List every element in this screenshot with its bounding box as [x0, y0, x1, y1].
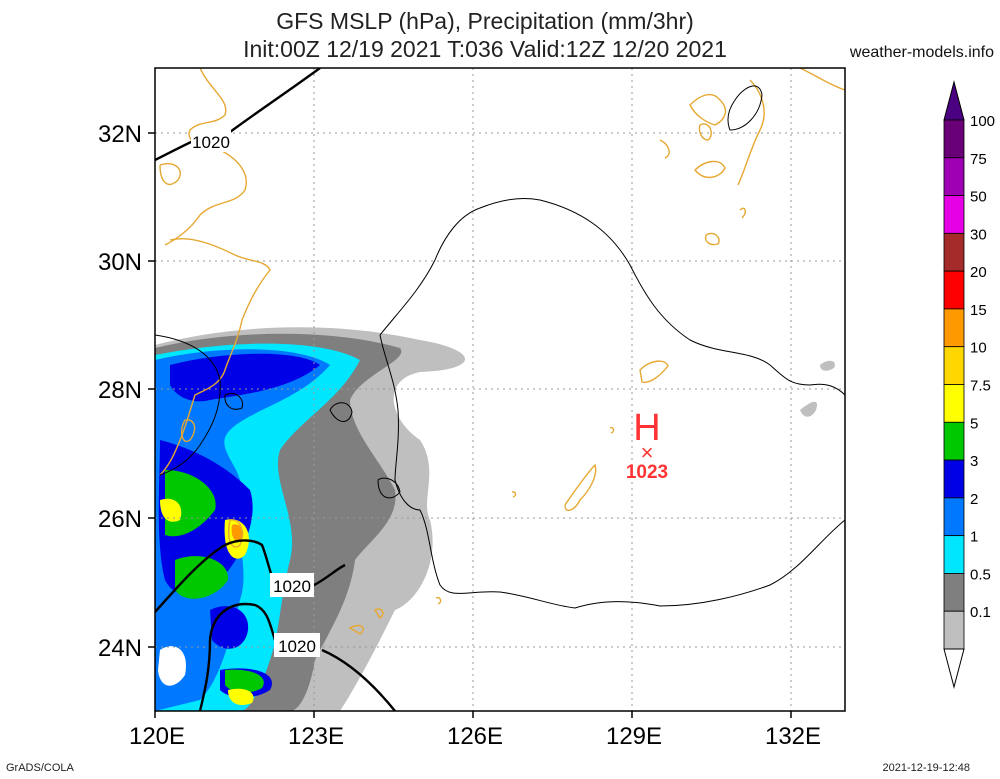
- lon-tick-label: 123E: [288, 723, 344, 750]
- lat-tick-label: 32N: [98, 121, 142, 148]
- precip-10: [231, 524, 244, 542]
- lat-tick-label: 24N: [98, 635, 142, 662]
- legend-top-arrow: [943, 80, 965, 121]
- lon-tick-label: 132E: [765, 723, 821, 750]
- isobar-label-3: 1020: [278, 637, 316, 656]
- legend-label: 10: [970, 340, 987, 357]
- lat-tick-label: 30N: [98, 249, 142, 276]
- precip-0.1c: [820, 360, 835, 371]
- legend-swatch: [943, 195, 965, 234]
- precip-legend: 100 75 50 30 20 15 10 7.5 5 3 2 1 0.5 0.1: [943, 80, 995, 689]
- legend-swatch: [943, 535, 965, 574]
- legend-label: 1: [970, 529, 978, 546]
- legend-label: 75: [970, 151, 987, 168]
- coastlines: [159, 68, 845, 635]
- isobar-label-group: 1020 1020 1020: [191, 130, 320, 657]
- grid-lines: [155, 68, 845, 711]
- precip-5b: [175, 556, 229, 599]
- high-marker: ×: [641, 440, 654, 465]
- legend-swatch: [943, 308, 965, 348]
- legend-label: 100: [970, 113, 995, 130]
- legend-label: 5: [970, 415, 978, 432]
- map-title: GFS MSLP (hPa), Precipitation (mm/3hr): [276, 8, 694, 34]
- footer-software: GrADS/COLA: [6, 762, 74, 774]
- legend-swatch: [943, 232, 965, 272]
- isobar-label-1: 1020: [192, 133, 230, 152]
- high-value: 1023: [626, 462, 668, 483]
- legend-swatch: [943, 421, 965, 461]
- legend-swatch: [943, 384, 965, 423]
- legend-swatch: [943, 346, 965, 385]
- map-subtitle: Init:00Z 12/19 2021 T:036 Valid:12Z 12/2…: [243, 36, 727, 62]
- precipitation-layer: [155, 327, 835, 711]
- legend-bottom-arrow: [943, 648, 965, 689]
- precip-5c: [225, 669, 264, 693]
- legend-label: 2: [970, 491, 978, 508]
- lon-axis: 120E 123E 126E 129E 132E: [129, 723, 821, 750]
- lat-axis: 32N 30N 28N 26N 24N: [98, 121, 142, 662]
- lat-tick-label: 28N: [98, 377, 142, 404]
- high-pressure-center: H × 1023: [626, 407, 668, 483]
- legend-swatch: [943, 459, 965, 499]
- isobar-label-2: 1020: [273, 577, 311, 596]
- legend-swatch: [943, 270, 965, 310]
- precip-7.5c: [228, 688, 254, 706]
- lon-tick-label: 120E: [129, 723, 185, 750]
- precip-0.1b: [800, 401, 818, 417]
- lon-tick-label: 129E: [606, 723, 662, 750]
- lon-tick-label: 126E: [447, 723, 503, 750]
- legend-label: 50: [970, 189, 987, 206]
- precip-2: [155, 349, 330, 711]
- legend-label: 0.1: [970, 604, 991, 621]
- legend-swatch: [943, 610, 965, 650]
- legend-swatch: [943, 573, 965, 612]
- legend-label: 30: [970, 226, 987, 243]
- legend-label: 7.5: [970, 378, 991, 395]
- thin-isobars: [155, 85, 845, 609]
- legend-label: 15: [970, 302, 987, 319]
- legend-swatch: [943, 157, 965, 196]
- footer-timestamp: 2021-12-19-12:48: [882, 762, 970, 774]
- lat-tick-label: 26N: [98, 506, 142, 533]
- legend-swatch: [943, 497, 965, 537]
- legend-label: 3: [970, 453, 978, 470]
- high-symbol: H: [633, 407, 660, 449]
- legend-label: 20: [970, 264, 987, 281]
- legend-swatch: [943, 119, 965, 159]
- legend-label: 0.5: [970, 566, 991, 583]
- precip-7.5: [160, 498, 182, 522]
- credit-text: weather-models.info: [849, 44, 994, 61]
